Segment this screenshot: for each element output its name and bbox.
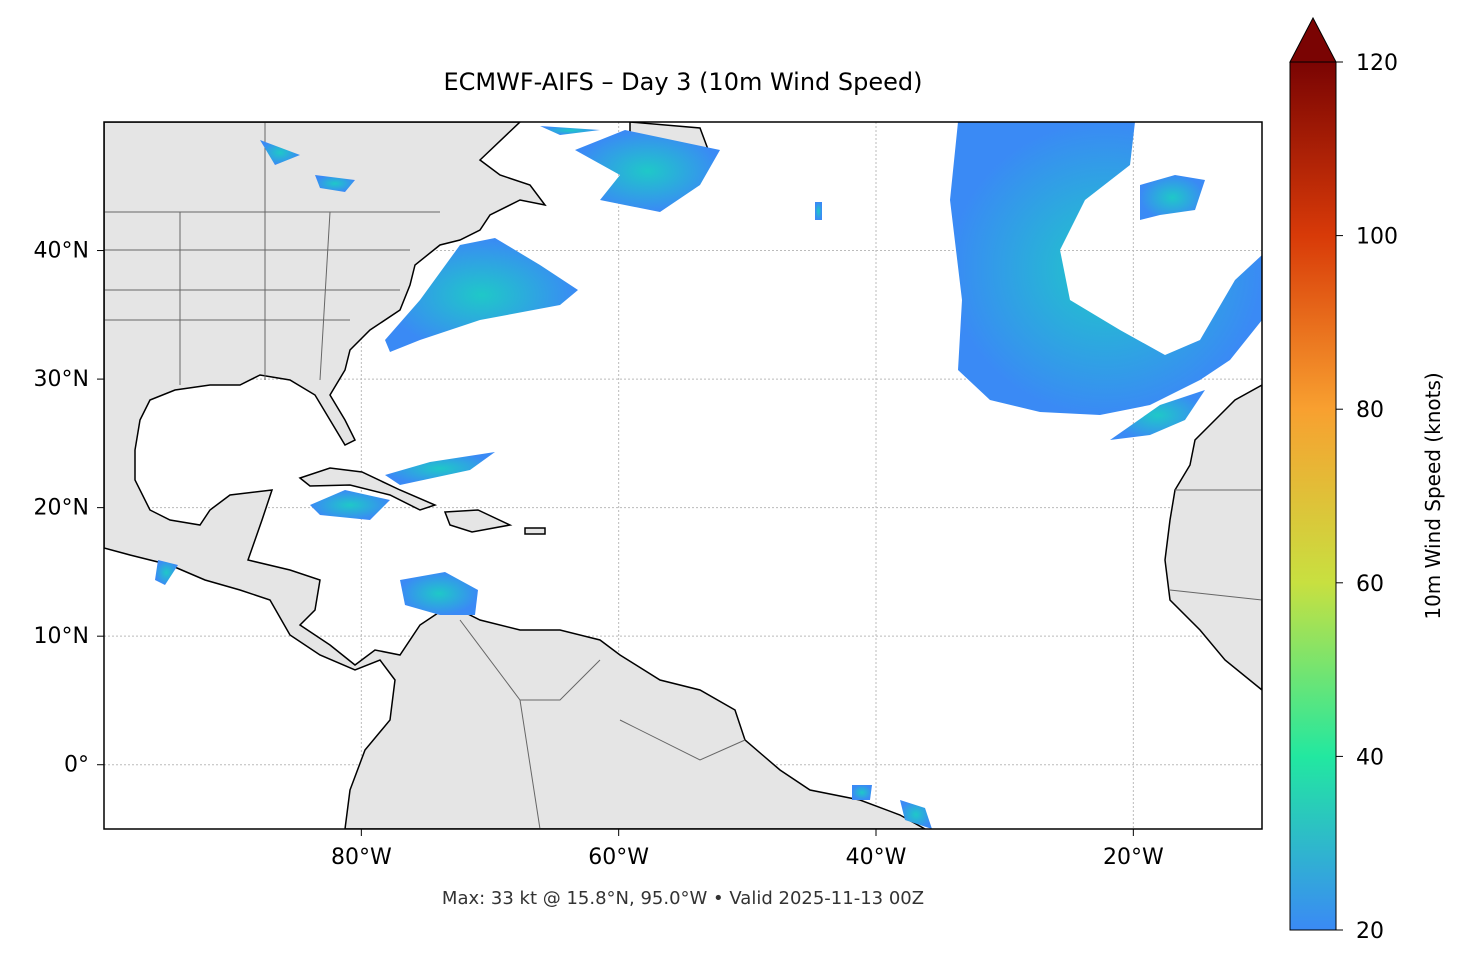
colorbar-tick-label: 40 (1356, 745, 1384, 770)
colorbar-tick-label: 100 (1356, 225, 1398, 250)
y-tick-label: 20°N (34, 496, 89, 521)
x-tick-label: 40°W (846, 845, 907, 870)
colorbar-ramp (1289, 61, 1337, 931)
colorbar-tick-label: 20 (1356, 919, 1384, 944)
x-tick-label: 80°W (331, 845, 392, 870)
africa (1164, 384, 1262, 691)
y-tick-label: 30°N (34, 367, 89, 392)
colorbar: 10m Wind Speed (knots) 20 40 60 80 100 120 (1289, 16, 1445, 944)
x-tick-label: 20°W (1103, 845, 1164, 870)
footnote: Max: 33 kt @ 15.8°N, 95.0°W • Valid 2025… (442, 888, 924, 909)
map-frame (103, 121, 1263, 830)
colorbar-label: 10m Wind Speed (knots) (1421, 372, 1445, 619)
colorbar-tick-label: 60 (1356, 572, 1384, 597)
map (104, 122, 1262, 829)
colorbar-tick-label: 80 (1356, 398, 1384, 423)
cuba (298, 467, 438, 511)
y-tick-label: 40°N (34, 239, 89, 264)
chart-title: ECMWF-AIFS – Day 3 (10m Wind Speed) (443, 68, 922, 96)
y-tick-label: 10°N (34, 624, 89, 649)
americas (104, 122, 927, 829)
x-tick-label: 60°W (588, 845, 649, 870)
colorbar-extend (1289, 16, 1337, 63)
wind-field (155, 122, 1262, 829)
hispaniola (443, 509, 513, 533)
colorbar-tick-label: 120 (1356, 51, 1398, 76)
puerto-rico (524, 527, 546, 535)
y-tick-label: 0° (64, 753, 89, 778)
borders (104, 122, 1262, 829)
